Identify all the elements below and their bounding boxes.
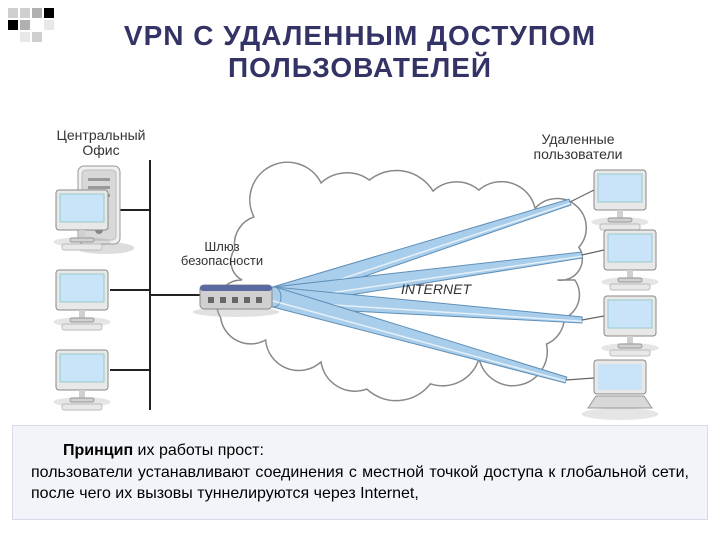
network-diagram [0,70,720,420]
footer-text: Принцип их работы прост:пользователи уст… [31,442,689,502]
diagram-stage: ЦентральныйОфис Удаленныепользователи Шл… [0,70,720,420]
label-internet: INTERNET [386,282,486,297]
title-line1: VPN с удаленным доступом [124,20,596,51]
label-gateway: Шлюзбезопасности [162,240,282,269]
footer-caption: Принцип их работы прост:пользователи уст… [12,425,708,520]
label-remote-users: Удаленныепользователи [508,132,648,163]
label-central-office: ЦентральныйОфис [46,128,156,159]
